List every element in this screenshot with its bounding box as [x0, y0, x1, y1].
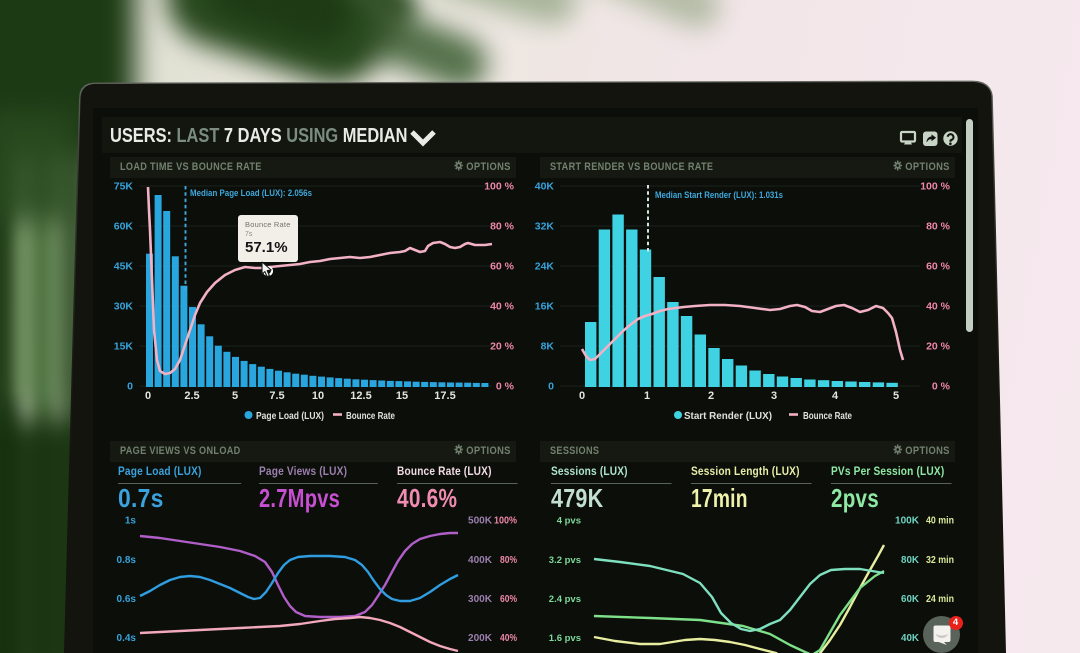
svg-text:30K: 30K [114, 301, 134, 313]
svg-text:4: 4 [832, 390, 839, 402]
svg-text:40 %: 40 % [490, 301, 515, 313]
svg-text:80 %: 80 % [926, 221, 951, 233]
svg-text:0 %: 0 % [932, 381, 951, 393]
svg-text:16K: 16K [535, 301, 555, 313]
svg-text:4 pvs: 4 pvs [557, 516, 581, 527]
svg-text:100 %: 100 % [484, 181, 514, 193]
svg-text:2.4 pvs: 2.4 pvs [549, 594, 581, 605]
svg-text:32K: 32K [535, 221, 555, 233]
svg-text:Median Page Load (LUX): 2.056s: Median Page Load (LUX): 2.056s [190, 188, 312, 198]
svg-text:15K: 15K [114, 341, 134, 353]
svg-text:100K: 100K [895, 516, 920, 527]
svg-text:40K: 40K [535, 181, 555, 193]
svg-text:0 %: 0 % [496, 381, 515, 393]
svg-text:3: 3 [771, 390, 777, 402]
svg-text:100 %: 100 % [920, 181, 950, 193]
svg-text:5: 5 [232, 390, 238, 402]
svg-text:40K: 40K [901, 633, 920, 644]
svg-text:Bounce Rate: Bounce Rate [346, 410, 395, 422]
svg-text:60K: 60K [901, 594, 920, 605]
svg-text:300K: 300K [468, 594, 493, 605]
svg-text:15: 15 [396, 390, 408, 402]
svg-text:60 %: 60 % [926, 261, 951, 273]
svg-text:60 %: 60 % [490, 261, 515, 273]
svg-text:17.5: 17.5 [434, 390, 455, 402]
svg-text:0: 0 [127, 381, 133, 393]
svg-text:10: 10 [312, 390, 324, 402]
svg-text:5: 5 [893, 390, 899, 402]
svg-text:40%: 40% [500, 633, 517, 644]
svg-text:24 min: 24 min [926, 594, 954, 605]
svg-text:20 %: 20 % [490, 341, 515, 353]
svg-text:60%: 60% [500, 594, 517, 605]
svg-text:1.6 pvs: 1.6 pvs [549, 633, 581, 644]
svg-text:0: 0 [145, 390, 151, 402]
svg-text:75K: 75K [114, 181, 134, 193]
svg-text:12.5: 12.5 [350, 390, 371, 402]
svg-text:Page Load (LUX): Page Load (LUX) [256, 410, 324, 422]
svg-text:8K: 8K [541, 341, 555, 353]
svg-text:Median Start Render (LUX): 1.0: Median Start Render (LUX): 1.031s [655, 190, 783, 200]
svg-text:20 %: 20 % [926, 341, 951, 353]
svg-text:Bounce Rate: Bounce Rate [803, 410, 852, 422]
svg-text:400K: 400K [468, 555, 493, 566]
svg-text:3.2 pvs: 3.2 pvs [549, 555, 581, 566]
svg-text:200K: 200K [468, 633, 493, 644]
svg-text:80K: 80K [901, 555, 920, 566]
svg-text:40 %: 40 % [926, 301, 951, 313]
svg-text:2: 2 [708, 390, 714, 402]
svg-text:1s: 1s [125, 516, 137, 527]
svg-text:100%: 100% [494, 516, 517, 527]
svg-text:40 min: 40 min [926, 516, 954, 527]
svg-text:0.6s: 0.6s [117, 594, 137, 605]
svg-text:0.8s: 0.8s [117, 555, 137, 566]
svg-text:0.4s: 0.4s [117, 633, 137, 644]
svg-text:2.5: 2.5 [184, 390, 199, 402]
svg-text:80%: 80% [500, 555, 517, 566]
svg-text:500K: 500K [468, 516, 493, 527]
svg-text:45K: 45K [114, 261, 134, 273]
svg-text:0: 0 [548, 381, 554, 393]
svg-text:60K: 60K [114, 221, 134, 233]
svg-text:32 min: 32 min [926, 555, 954, 566]
svg-text:7.5: 7.5 [269, 390, 284, 402]
svg-text:Start Render (LUX): Start Render (LUX) [684, 410, 772, 422]
svg-text:24K: 24K [535, 261, 555, 273]
svg-text:0: 0 [579, 390, 585, 402]
svg-text:80 %: 80 % [490, 221, 515, 233]
svg-text:1: 1 [644, 390, 650, 402]
